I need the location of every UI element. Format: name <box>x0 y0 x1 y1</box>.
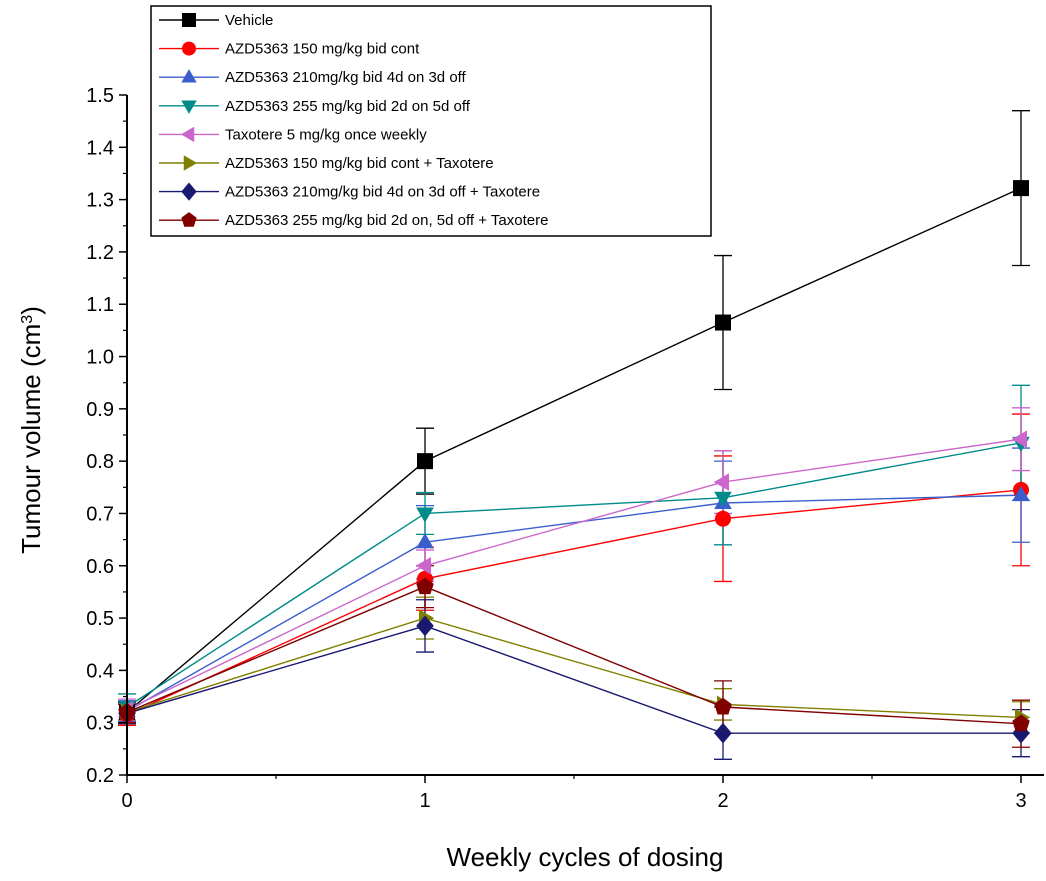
series-line-2 <box>126 494 1022 712</box>
markers-layer <box>117 180 1031 744</box>
y-tick-label: 1.0 <box>86 347 114 369</box>
legend-box <box>150 5 712 237</box>
series-line-5 <box>126 617 1022 719</box>
legend-marker <box>181 100 197 114</box>
x-tick-label: 3 <box>1015 790 1026 812</box>
y-tick-label: 0.4 <box>86 660 114 682</box>
data-point <box>715 314 731 331</box>
legend: Vehicle AZD5363 150 mg/kg bid cont AZD5363… <box>150 5 712 237</box>
legend-marker <box>183 155 198 171</box>
x-tick-label: 1 <box>419 790 430 812</box>
data-point <box>714 722 732 744</box>
x-tick-label: 2 <box>717 790 728 812</box>
series-line-1 <box>126 489 1022 716</box>
y-tick-label: 0.5 <box>86 608 114 630</box>
series-line-3 <box>126 442 1022 708</box>
y-tick-label: 0.6 <box>86 556 114 578</box>
data-point <box>1011 430 1027 448</box>
y-tick-label: 0.9 <box>86 399 114 421</box>
legend-marker <box>182 13 196 27</box>
series-line-7 <box>126 585 1022 725</box>
legend-marker <box>181 212 197 227</box>
data-point <box>1012 485 1030 502</box>
series-line-6 <box>126 625 1021 734</box>
legend-marker <box>181 69 197 83</box>
legend-label: AZD5363 255 mg/kg bid 2d on 5d off <box>225 98 471 115</box>
legend-label: Vehicle <box>225 12 273 29</box>
y-axis-label-close: ) <box>16 306 46 315</box>
y-tick-label: 1.4 <box>86 137 114 159</box>
data-point <box>416 507 434 523</box>
series-lines-layer <box>126 187 1022 734</box>
data-point <box>714 697 732 715</box>
y-axis-label-main: Tumour volume (cm <box>16 324 46 554</box>
series-line-4 <box>126 438 1022 711</box>
x-tick-label: 0 <box>121 790 132 812</box>
y-tick-label: 1.2 <box>86 242 114 264</box>
data-point <box>1012 714 1030 732</box>
data-point <box>415 556 431 575</box>
y-tick-label: 1.3 <box>86 190 114 212</box>
data-point <box>1013 180 1029 197</box>
data-point <box>714 491 732 507</box>
series-line-0 <box>126 187 1022 713</box>
legend-label: AZD5363 150 mg/kg bid cont + Taxotere <box>225 155 494 172</box>
y-tick-label: 0.7 <box>86 503 114 525</box>
y-tick-label: 0.2 <box>86 765 114 787</box>
y-axis-label: Tumour volume (cm3) <box>16 306 46 554</box>
legend-label: AZD5363 210mg/kg bid 4d on 3d off <box>225 69 467 86</box>
y-tick-label: 0.8 <box>86 451 114 473</box>
data-point <box>416 577 434 595</box>
axes-layer: 0.2 0.3 0.4 0.5 0.6 0.7 0.8 0.9 1.0 1.1 1.2 1.3 1.4 1… <box>86 85 1044 812</box>
y-tick-label: 1.5 <box>86 85 114 107</box>
legend-marker <box>180 126 195 143</box>
legend-label: AZD5363 255 mg/kg bid 2d on, 5d off + Ta… <box>225 212 548 229</box>
x-axis-label: Weekly cycles of dosing <box>447 842 724 872</box>
data-point <box>416 533 434 549</box>
legend-marker <box>182 41 196 56</box>
data-point <box>416 615 434 637</box>
legend-marker <box>181 182 197 201</box>
legend-label: AZD5363 210mg/kg bid 4d on 3d off + Taxo… <box>225 184 540 201</box>
y-tick-label: 1.1 <box>86 294 114 316</box>
legend-label: Taxotere 5 mg/kg once weekly <box>225 126 427 143</box>
y-axis-label-sup: 3 <box>19 315 36 324</box>
data-point <box>417 453 433 470</box>
data-point <box>713 473 729 491</box>
data-point <box>715 510 731 527</box>
y-tick-label: 0.3 <box>86 713 114 735</box>
legend-label: AZD5363 150 mg/kg bid cont <box>225 41 420 58</box>
